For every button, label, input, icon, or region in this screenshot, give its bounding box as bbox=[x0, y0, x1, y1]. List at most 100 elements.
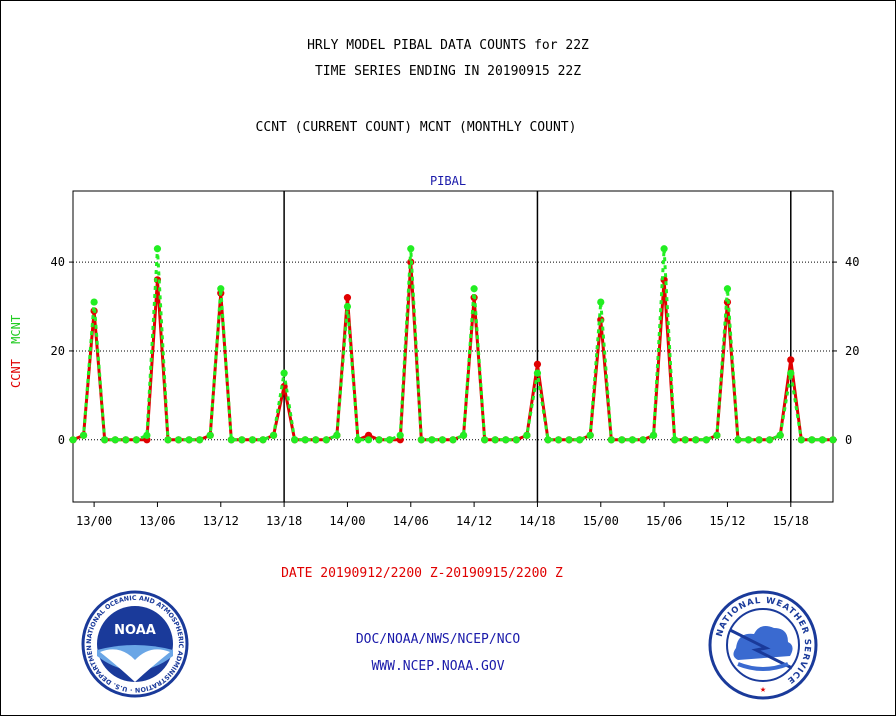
data-point-mcnt bbox=[692, 436, 700, 444]
nws-logo: NATIONAL WEATHER SERVICE ★ bbox=[708, 590, 818, 700]
data-point-mcnt bbox=[459, 431, 468, 439]
data-point-mcnt bbox=[744, 436, 753, 444]
data-point-mcnt bbox=[333, 431, 341, 439]
tick-layer: 13/00 13/06 13/12 13/18 14/00 14/06 14/12 14/18… bbox=[51, 255, 860, 528]
x-tick-label: 15/00 bbox=[583, 514, 619, 528]
y-axis-label: CCNT MCNT bbox=[9, 315, 23, 388]
nws-logo-star-icon: ★ bbox=[760, 684, 766, 695]
data-point-mcnt bbox=[79, 431, 88, 439]
data-point-mcnt bbox=[671, 436, 679, 444]
data-point-mcnt bbox=[787, 369, 795, 377]
data-point-mcnt bbox=[196, 436, 204, 444]
x-tick-label: 14/12 bbox=[456, 514, 492, 528]
data-point-mcnt bbox=[206, 431, 214, 439]
data-point-mcnt bbox=[438, 436, 447, 444]
data-point-mcnt bbox=[111, 436, 119, 444]
data-point-mcnt bbox=[248, 436, 257, 444]
data-point-mcnt bbox=[660, 245, 668, 253]
y-axis-label-ccnt: CCNT bbox=[9, 359, 23, 388]
data-point-mcnt bbox=[702, 436, 710, 444]
data-point-mcnt bbox=[565, 436, 573, 444]
data-point-mcnt bbox=[649, 431, 658, 439]
data-point-mcnt bbox=[829, 436, 837, 444]
chart-title: PIBAL bbox=[430, 174, 466, 188]
data-point-mcnt bbox=[618, 436, 626, 444]
y-tick-label-left: 20 bbox=[51, 344, 65, 358]
x-tick-label: 13/18 bbox=[266, 514, 302, 528]
noaa-logo: NOAA NATIONAL OCEANIC AND ATMOSPHERIC AD… bbox=[80, 590, 189, 698]
data-point-mcnt bbox=[734, 436, 742, 444]
day-divider-layer bbox=[283, 191, 792, 502]
data-point-mcnt bbox=[502, 436, 510, 444]
data-point-mcnt bbox=[122, 436, 130, 444]
data-point-mcnt bbox=[312, 436, 320, 444]
data-point-mcnt bbox=[143, 431, 151, 439]
data-point-mcnt bbox=[386, 436, 394, 444]
data-point-mcnt bbox=[343, 302, 352, 311]
y-axis-label-mcnt: MCNT bbox=[9, 315, 23, 344]
data-point-mcnt bbox=[766, 436, 774, 444]
data-point-ccnt bbox=[343, 294, 352, 302]
x-tick-label: 13/12 bbox=[203, 514, 239, 528]
y-tick-label-left: 40 bbox=[51, 255, 65, 269]
data-point-mcnt bbox=[217, 285, 225, 293]
y-tick-label-right: 20 bbox=[845, 344, 859, 358]
data-point-mcnt bbox=[554, 436, 563, 444]
x-tick-label: 15/06 bbox=[646, 514, 682, 528]
x-tick-label: 14/18 bbox=[519, 514, 555, 528]
svg-text:CCNT MCNT: CCNT MCNT bbox=[9, 315, 23, 388]
website-link[interactable]: WWW.NCEP.NOAA.GOV bbox=[371, 659, 505, 674]
data-point-mcnt bbox=[69, 436, 77, 444]
data-point-mcnt bbox=[227, 436, 235, 444]
plot-area-border bbox=[72, 190, 834, 503]
data-point-mcnt bbox=[291, 436, 299, 444]
data-point-mcnt bbox=[491, 436, 499, 444]
data-point-mcnt bbox=[164, 436, 172, 444]
data-point-mcnt bbox=[238, 436, 246, 444]
data-point-mcnt bbox=[586, 431, 594, 439]
data-point-mcnt bbox=[818, 436, 827, 444]
data-point-mcnt bbox=[597, 298, 605, 306]
data-point-mcnt bbox=[628, 436, 637, 444]
y-tick-label-right: 40 bbox=[845, 255, 859, 269]
data-point-mcnt bbox=[470, 285, 478, 293]
data-point-mcnt bbox=[280, 369, 288, 377]
data-point-mcnt bbox=[808, 436, 816, 444]
header-legend-description: CCNT (CURRENT COUNT) MCNT (MONTHLY COUNT… bbox=[255, 120, 577, 135]
data-point-mcnt bbox=[533, 369, 542, 377]
data-point-mcnt bbox=[101, 436, 109, 444]
data-point-ccnt bbox=[787, 356, 795, 364]
data-point-mcnt bbox=[132, 436, 140, 444]
data-point-mcnt bbox=[481, 436, 489, 444]
x-tick-label: 15/12 bbox=[709, 514, 745, 528]
data-point-mcnt bbox=[449, 436, 457, 444]
data-point-mcnt bbox=[153, 245, 162, 253]
data-point-mcnt bbox=[723, 285, 732, 293]
header-subtitle: TIME SERIES ENDING IN 20190915 22Z bbox=[314, 64, 582, 79]
data-point-mcnt bbox=[90, 298, 98, 306]
x-tick-label: 14/00 bbox=[329, 514, 365, 528]
data-point-mcnt bbox=[259, 436, 267, 444]
x-tick-label: 14/06 bbox=[393, 514, 429, 528]
data-point-mcnt bbox=[322, 436, 330, 444]
data-point-mcnt bbox=[755, 436, 763, 444]
data-point-mcnt bbox=[364, 436, 373, 444]
data-point-mcnt bbox=[174, 436, 183, 444]
data-point-mcnt bbox=[576, 436, 584, 444]
org-label: DOC/NOAA/NWS/NCEP/NCO bbox=[355, 632, 521, 647]
data-point-mcnt bbox=[639, 436, 647, 444]
data-point-ccnt bbox=[533, 360, 542, 368]
data-point-mcnt bbox=[185, 436, 193, 444]
x-tick-label: 13/00 bbox=[76, 514, 112, 528]
data-point-mcnt bbox=[301, 436, 309, 444]
y-tick-label-right: 0 bbox=[845, 433, 852, 447]
data-point-mcnt bbox=[797, 436, 805, 444]
date-range-label: DATE 20190912/2200 Z-20190915/2200 Z bbox=[281, 566, 563, 581]
data-point-mcnt bbox=[354, 436, 362, 444]
data-point-mcnt bbox=[375, 436, 383, 444]
data-point-mcnt bbox=[512, 436, 520, 444]
series-layer bbox=[69, 245, 837, 444]
series-line-mcnt bbox=[72, 248, 833, 442]
data-point-mcnt bbox=[544, 436, 552, 444]
